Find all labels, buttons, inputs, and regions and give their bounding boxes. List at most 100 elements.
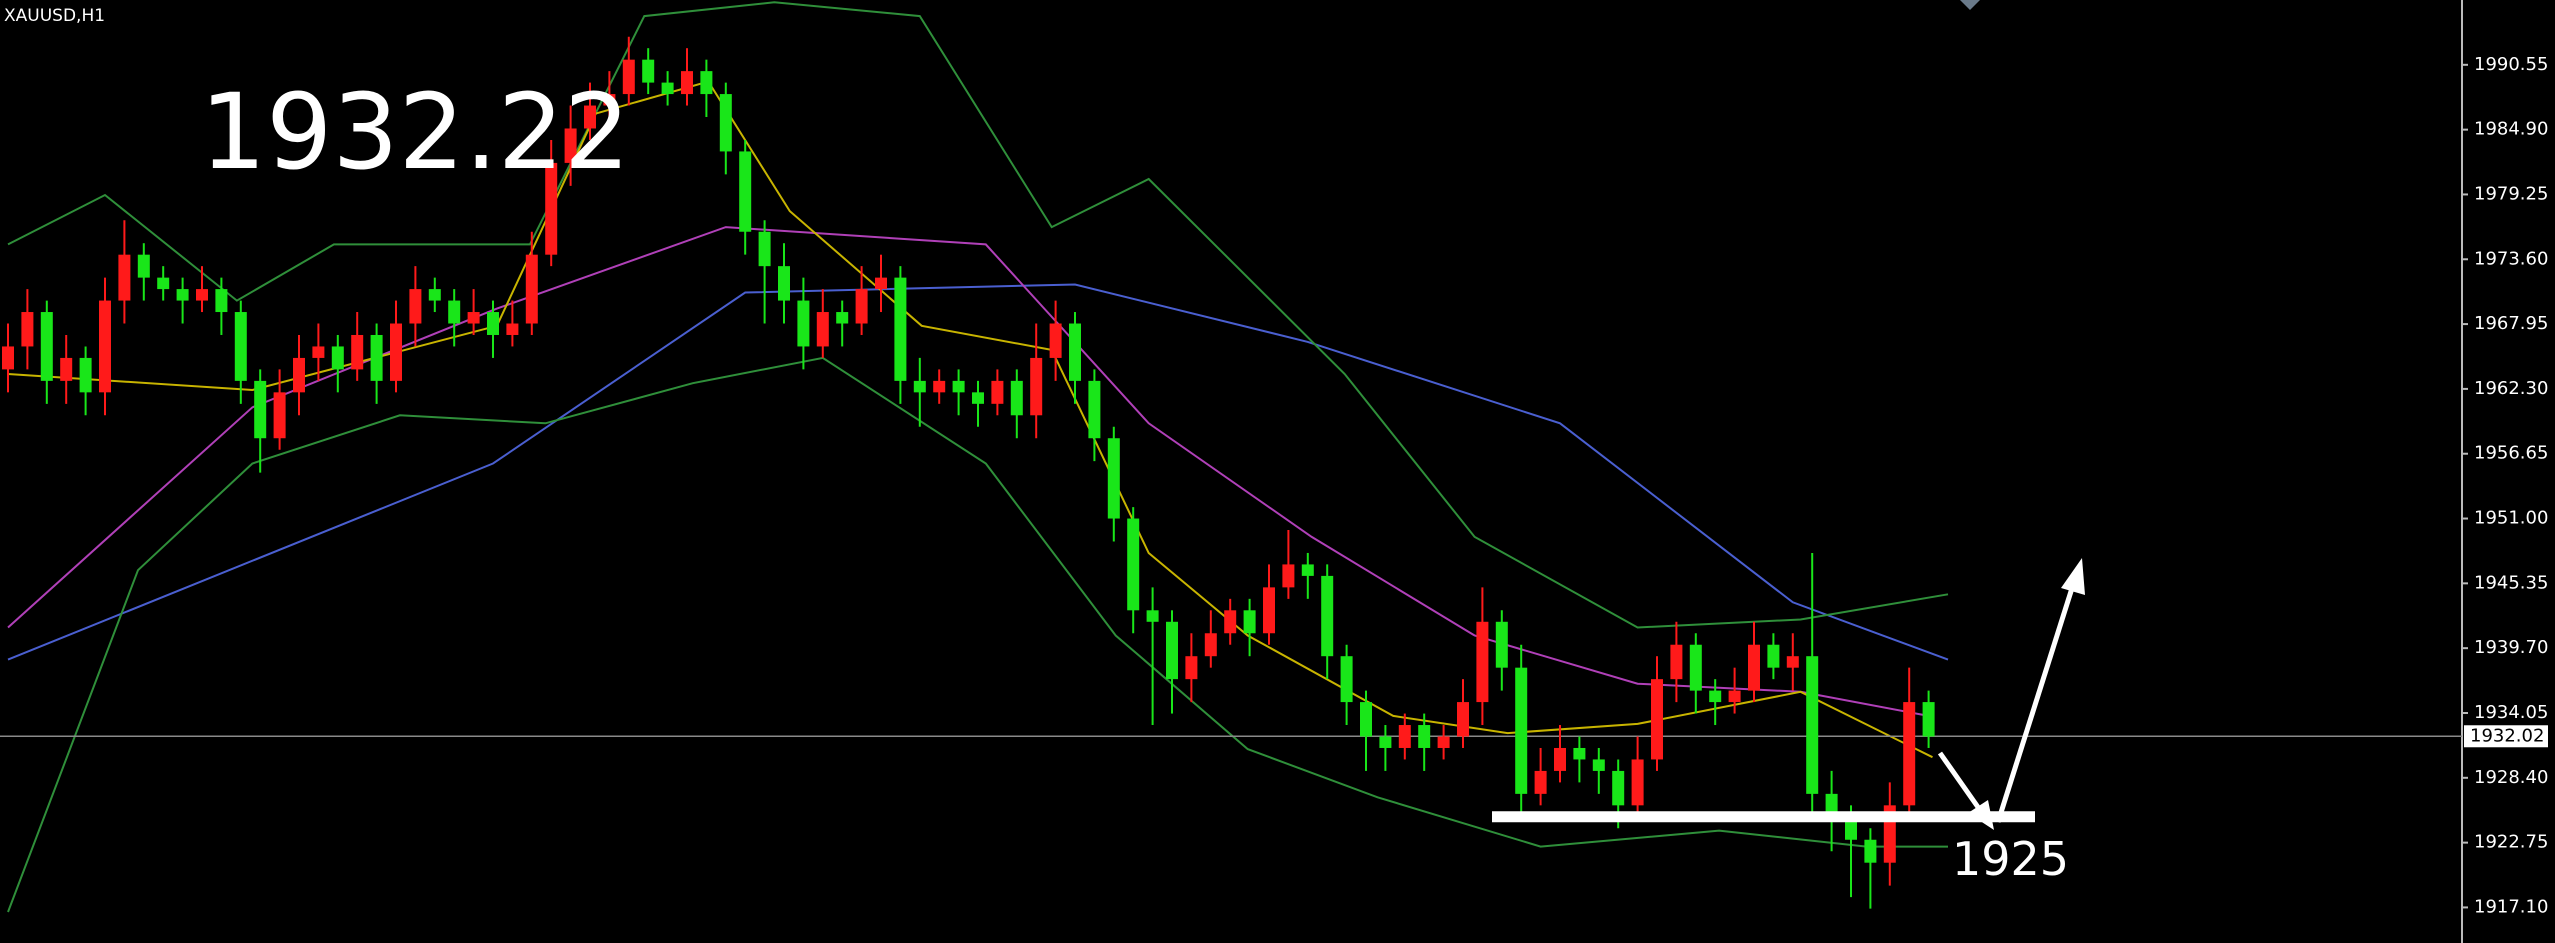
candle-body bbox=[1321, 575, 1334, 657]
candle-body bbox=[1515, 667, 1528, 794]
candle-body bbox=[1612, 770, 1625, 806]
candle-body bbox=[1185, 656, 1198, 680]
candle-body bbox=[1010, 380, 1023, 416]
candle-body bbox=[719, 94, 732, 152]
candle-body bbox=[1709, 690, 1722, 703]
candle-body bbox=[525, 254, 538, 324]
candle-body bbox=[40, 312, 53, 381]
candle-body bbox=[1903, 702, 1916, 806]
y-tick-label: 1951.00 bbox=[2474, 508, 2548, 529]
candle-body bbox=[1554, 747, 1566, 771]
y-tick-label: 1917.10 bbox=[2474, 896, 2548, 917]
candle-body bbox=[428, 289, 441, 301]
plot-area bbox=[0, 1, 2462, 913]
candle-body bbox=[157, 277, 170, 290]
candle-body bbox=[1146, 610, 1159, 622]
candle-body bbox=[1670, 644, 1683, 680]
candle-body bbox=[234, 312, 247, 381]
candle-body bbox=[21, 312, 34, 347]
candle-body bbox=[564, 128, 577, 163]
candle-body bbox=[1301, 564, 1314, 576]
candle-body bbox=[991, 380, 1004, 404]
y-tick-label: 1967.95 bbox=[2474, 313, 2548, 334]
y-tick-label: 1922.75 bbox=[2474, 832, 2548, 853]
arrow-up bbox=[1995, 584, 2076, 823]
candle-body bbox=[1592, 759, 1605, 771]
candle-body bbox=[1243, 610, 1256, 634]
price-note: 1932.22 bbox=[200, 71, 630, 193]
candle-body bbox=[875, 277, 887, 290]
candle-body bbox=[1767, 644, 1780, 668]
candle-body bbox=[254, 380, 267, 439]
candle-body bbox=[1088, 380, 1101, 439]
indicator-line bbox=[7, 356, 1948, 913]
candle-body bbox=[1786, 656, 1799, 668]
candle-body bbox=[118, 254, 131, 301]
candle-body bbox=[1457, 702, 1469, 737]
indicator-line bbox=[7, 1, 1949, 629]
candle-body bbox=[1049, 323, 1062, 358]
candle-body bbox=[894, 277, 907, 381]
candle-body bbox=[1748, 644, 1760, 691]
candle-body bbox=[1573, 747, 1586, 760]
current-price-tag bbox=[2464, 725, 2548, 748]
candle-body bbox=[1127, 518, 1140, 611]
candle-body bbox=[1030, 357, 1043, 416]
arrow-head bbox=[2061, 558, 2085, 595]
indicator-line bbox=[7, 283, 1949, 661]
candle-body bbox=[855, 289, 868, 324]
candle-body bbox=[506, 323, 519, 335]
candle-body bbox=[1204, 633, 1217, 657]
y-tick-label: 1928.40 bbox=[2474, 767, 2548, 788]
candle-body bbox=[2, 346, 14, 370]
candle-body bbox=[448, 300, 461, 324]
candle-body bbox=[1107, 438, 1120, 519]
candle-body bbox=[1728, 690, 1741, 703]
y-tick-label: 1962.30 bbox=[2474, 378, 2548, 399]
candle-body bbox=[196, 289, 208, 301]
candle-body bbox=[370, 334, 383, 381]
candle-body bbox=[60, 357, 73, 381]
candle-body bbox=[79, 357, 92, 393]
candle-body bbox=[1360, 702, 1372, 737]
candle-body bbox=[700, 71, 713, 95]
candle-body bbox=[467, 312, 480, 324]
candle-body bbox=[176, 289, 189, 301]
candle-body bbox=[137, 254, 150, 278]
candle-body bbox=[603, 94, 616, 106]
candle-body bbox=[351, 334, 364, 370]
candle-body bbox=[972, 392, 984, 404]
candle-body bbox=[816, 312, 829, 347]
candle-body bbox=[545, 162, 558, 255]
candle-body bbox=[642, 59, 655, 83]
y-tick-label: 1979.25 bbox=[2474, 183, 2548, 204]
candle-body bbox=[1437, 736, 1450, 748]
y-tick-label: 1984.90 bbox=[2474, 119, 2548, 140]
candle-body bbox=[661, 82, 674, 95]
candle-body bbox=[215, 289, 228, 313]
candle-body bbox=[1476, 621, 1489, 703]
candle-body bbox=[1845, 816, 1857, 840]
y-tick-label: 1939.70 bbox=[2474, 637, 2548, 658]
candles bbox=[2, 36, 1935, 909]
candle-body bbox=[273, 392, 286, 439]
candle-body bbox=[1282, 564, 1295, 588]
candle-body bbox=[293, 357, 305, 393]
candle-body bbox=[952, 380, 965, 393]
arrow-down bbox=[1937, 751, 1983, 812]
candle-body bbox=[836, 312, 849, 324]
scroll-marker bbox=[1960, 0, 1980, 10]
candle-body bbox=[1806, 656, 1819, 794]
candle-body bbox=[1263, 587, 1275, 634]
symbol-title: XAUUSD,H1 bbox=[4, 6, 105, 26]
candle-body bbox=[331, 346, 344, 370]
candle-body bbox=[584, 105, 596, 129]
support-label: 1925 bbox=[1952, 832, 2069, 886]
candle-body bbox=[312, 346, 325, 358]
candle-body bbox=[1922, 702, 1935, 737]
candle-body bbox=[99, 300, 111, 393]
candle-body bbox=[1418, 725, 1431, 748]
y-tick-label: 1945.35 bbox=[2474, 572, 2548, 593]
